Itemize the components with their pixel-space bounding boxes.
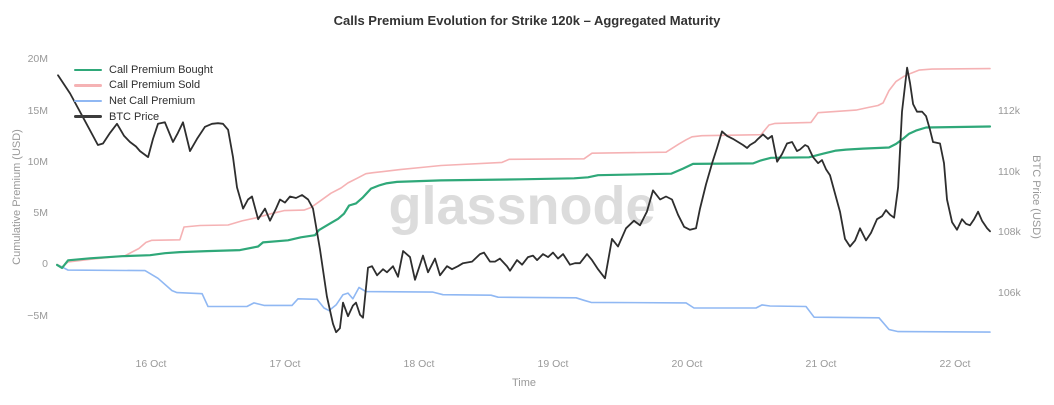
right-axis-title: BTC Price (USD) [1030,155,1042,239]
y-right-tick-label: 112k [998,105,1020,118]
chart-title: Calls Premium Evolution for Strike 120k … [333,13,721,28]
x-axis-title: Time [511,377,537,389]
x-tick-label: 21 Oct [805,358,837,370]
y-left-tick-label: −5M [27,309,48,322]
call-premium-sold-swatch-icon [74,84,102,87]
x-tick-label: 22 Oct [939,358,971,370]
y-right-tick-label: 106k [998,286,1021,299]
y-left-tick-label: 5M [33,207,48,220]
y-right-tick-label: 110k [998,165,1020,178]
y-left-tick-label: 15M [27,104,48,117]
legend-label: Net Call Premium [109,94,196,107]
legend-label: BTC Price [109,110,160,123]
y-right-tick-label: 108k [998,226,1021,239]
series-line-net-call-premium [56,264,991,333]
legend-label: Call Premium Bought [109,63,213,76]
series-line-call-premium-bought [55,125,992,270]
legend-item-call-premium-sold[interactable]: Call Premium Sold [74,78,213,94]
series-line-btc-price [57,66,991,334]
left-axis-title: Cumulative Premium (USD) [11,129,23,265]
legend-item-net-call-premium[interactable]: Net Call Premium [74,93,213,109]
series-line-call-premium-sold [56,67,991,268]
btc-price-swatch-icon [74,115,102,118]
glassnode-watermark: glassnode [388,176,656,236]
x-tick-label: 17 Oct [269,358,301,370]
y-left-tick-label: 20M [27,53,48,66]
x-tick-label: 20 Oct [671,358,703,370]
x-tick-label: 16 Oct [135,358,167,370]
y-left-tick-label: 0 [42,258,48,271]
legend-label: Call Premium Sold [109,79,201,92]
x-tick-label: 18 Oct [403,358,435,370]
legend: Call Premium Bought Call Premium Sold Ne… [74,62,213,124]
net-call-premium-swatch-icon [74,99,102,103]
legend-item-call-premium-bought[interactable]: Call Premium Bought [74,62,213,78]
legend-item-btc-price[interactable]: BTC Price [74,109,213,125]
x-tick-label: 19 Oct [537,358,569,370]
y-left-tick-label: 10M [27,155,48,168]
call-premium-bought-swatch-icon [74,68,102,71]
